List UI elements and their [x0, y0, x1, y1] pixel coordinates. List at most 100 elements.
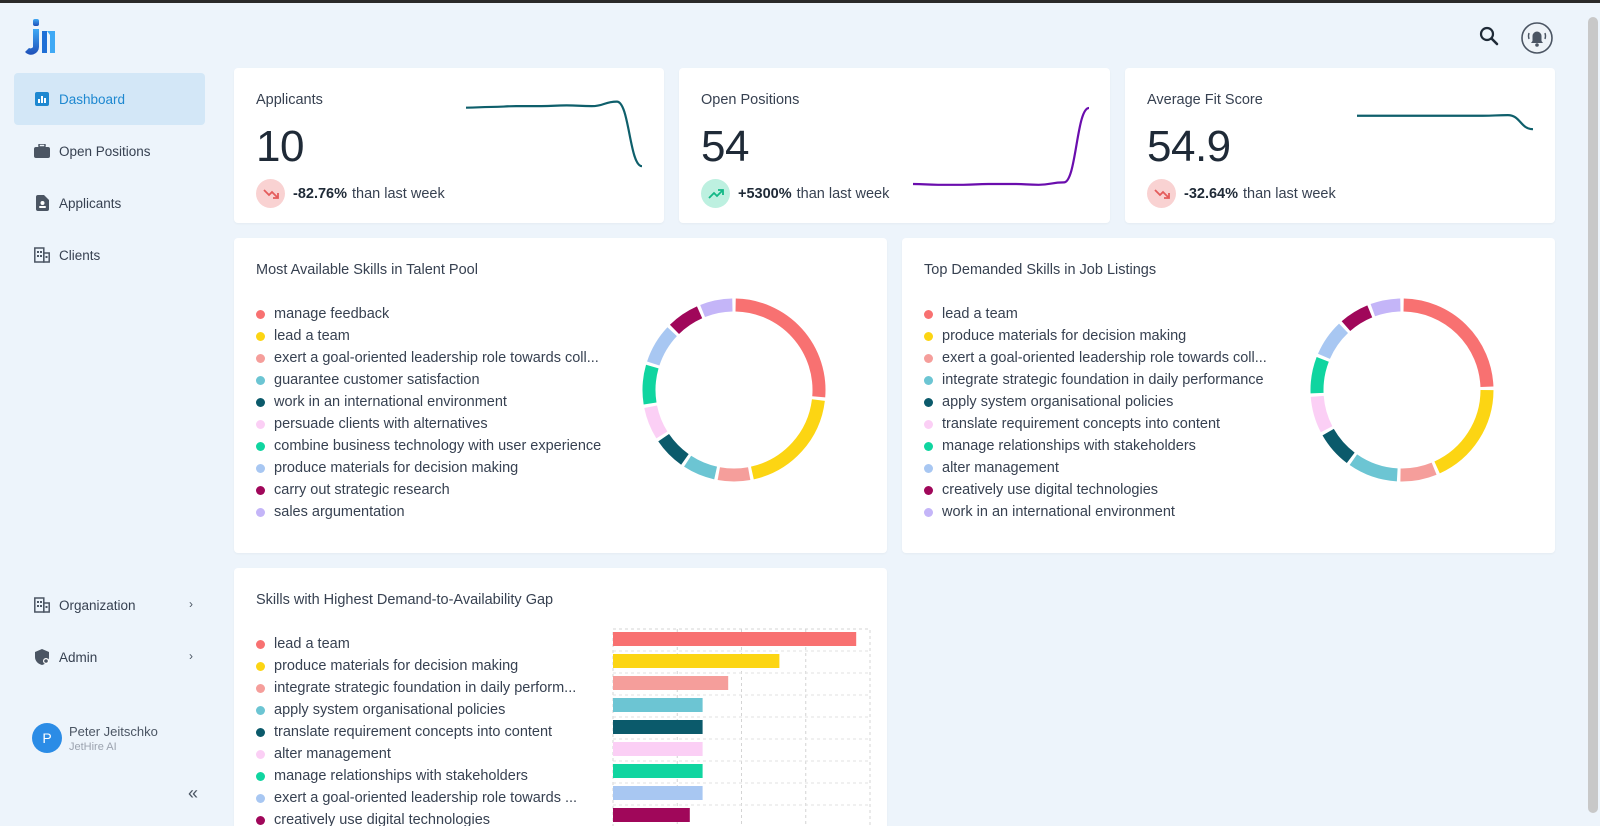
- legend-item[interactable]: exert a goal-oriented leadership role to…: [256, 787, 606, 809]
- legend-dot: [256, 749, 265, 759]
- legend-item[interactable]: produce materials for decision making: [256, 457, 626, 479]
- legend-item[interactable]: persuade clients with alternatives: [256, 413, 626, 435]
- legend-dot: [924, 397, 933, 407]
- donut-slice[interactable]: [1400, 462, 1437, 482]
- bell-icon[interactable]: [1520, 21, 1554, 55]
- sidebar-item-clients[interactable]: Clients: [14, 229, 205, 281]
- legend-item[interactable]: guarantee customer satisfaction: [256, 369, 626, 391]
- legend-label: combine business technology with user ex…: [274, 438, 602, 454]
- donut-slice[interactable]: [658, 433, 689, 465]
- legend-label: manage relationships with stakeholders: [274, 768, 528, 784]
- legend-label: lead a team: [274, 328, 350, 344]
- donut-slice[interactable]: [1317, 323, 1349, 360]
- donut-slice[interactable]: [642, 364, 659, 405]
- gap-bar[interactable]: [613, 698, 703, 712]
- legend-item[interactable]: apply system organisational policies: [256, 699, 606, 721]
- legend-label: apply system organisational policies: [942, 394, 1174, 410]
- donut-slice[interactable]: [750, 399, 825, 480]
- gap-bar[interactable]: [613, 632, 857, 646]
- user-org: JetHire AI: [69, 740, 117, 753]
- secondary-nav: Organization › Admin ›: [14, 579, 205, 683]
- donut-slice[interactable]: [647, 327, 678, 366]
- double-chevron-left-icon[interactable]: «: [188, 783, 199, 803]
- legend-item[interactable]: alter management: [256, 743, 606, 765]
- donut-slice[interactable]: [1310, 395, 1333, 433]
- legend-item[interactable]: translate requirement concepts into cont…: [924, 413, 1294, 435]
- gap-bar[interactable]: [613, 720, 703, 734]
- donut-slice[interactable]: [684, 455, 718, 480]
- user-profile[interactable]: P Peter Jeitschko JetHire AI: [32, 723, 158, 753]
- donut-slice[interactable]: [1322, 428, 1355, 463]
- sidebar-item-dashboard[interactable]: Dashboard: [14, 73, 205, 125]
- legend-dot: [256, 683, 265, 693]
- sidebar-item-admin[interactable]: Admin ›: [14, 631, 205, 683]
- legend-item[interactable]: translate requirement concepts into cont…: [256, 721, 606, 743]
- legend-item[interactable]: combine business technology with user ex…: [256, 435, 626, 457]
- legend-label: alter management: [942, 460, 1059, 476]
- legend-dot: [256, 793, 265, 803]
- legend-label: apply system organisational policies: [274, 702, 506, 718]
- gap-bar-chart: [612, 628, 871, 826]
- gap-bar[interactable]: [613, 764, 703, 778]
- legend-dot: [256, 463, 265, 473]
- legend-label: manage feedback: [274, 306, 390, 322]
- legend-item[interactable]: work in an international environment: [924, 501, 1294, 523]
- kpi-title: Open Positions: [701, 92, 800, 108]
- donut-slice[interactable]: [644, 405, 668, 439]
- legend-item[interactable]: lead a team: [924, 303, 1294, 325]
- search-icon[interactable]: [1478, 25, 1500, 47]
- legend-label: alter management: [274, 746, 391, 762]
- legend-item[interactable]: manage relationships with stakeholders: [256, 765, 606, 787]
- legend-item[interactable]: work in an international environment: [256, 391, 626, 413]
- legend-item[interactable]: carry out strategic research: [256, 479, 626, 501]
- donut-slice[interactable]: [1403, 298, 1494, 388]
- legend-item[interactable]: integrate strategic foundation in daily …: [924, 369, 1294, 391]
- sidebar-item-applicants[interactable]: Applicants: [14, 177, 205, 229]
- gap-bar[interactable]: [613, 676, 729, 690]
- legend-dot: [256, 419, 265, 429]
- jethire-logo-icon[interactable]: [22, 17, 58, 57]
- donut-slice[interactable]: [700, 298, 733, 318]
- donut-slice[interactable]: [1349, 454, 1398, 482]
- kpi-value: 54: [701, 122, 749, 171]
- legend-item[interactable]: produce materials for decision making: [256, 655, 606, 677]
- trend-text: than last week: [352, 185, 445, 202]
- legend-item[interactable]: manage feedback: [256, 303, 626, 325]
- gap-bar[interactable]: [613, 786, 703, 800]
- legend-item[interactable]: integrate strategic foundation in daily …: [256, 677, 606, 699]
- job-listings-donut-chart: [1310, 298, 1494, 482]
- legend-item[interactable]: lead a team: [256, 325, 626, 347]
- legend-dot: [256, 485, 265, 495]
- legend-item[interactable]: creatively use digital technologies: [256, 809, 606, 826]
- page-scrollbar[interactable]: [1588, 17, 1598, 813]
- legend-item[interactable]: alter management: [924, 457, 1294, 479]
- gap-bar[interactable]: [613, 808, 690, 822]
- sidebar-item-open-positions[interactable]: Open Positions: [14, 125, 205, 177]
- donut-slice[interactable]: [1434, 389, 1494, 474]
- sidebar-item-organization[interactable]: Organization ›: [14, 579, 205, 631]
- legend-item[interactable]: produce materials for decision making: [924, 325, 1294, 347]
- legend-label: carry out strategic research: [274, 482, 450, 498]
- card-title: Skills with Highest Demand-to-Availabili…: [256, 592, 554, 608]
- donut-slice[interactable]: [1341, 305, 1373, 332]
- donut-slice[interactable]: [717, 467, 751, 482]
- legend-label: work in an international environment: [274, 394, 507, 410]
- bar-chart-icon: [34, 91, 50, 107]
- gap-chart-card: Skills with Highest Demand-to-Availabili…: [234, 568, 887, 826]
- donut-slice[interactable]: [1310, 357, 1329, 394]
- kpi-value: 10: [256, 122, 304, 171]
- donut-slice[interactable]: [669, 306, 703, 335]
- donut-slice[interactable]: [735, 298, 826, 398]
- legend-item[interactable]: lead a team: [256, 633, 606, 655]
- legend-dot: [924, 507, 933, 517]
- gap-bar[interactable]: [613, 654, 780, 668]
- legend-item[interactable]: exert a goal-oriented leadership role to…: [256, 347, 626, 369]
- legend-item[interactable]: apply system organisational policies: [924, 391, 1294, 413]
- legend-item[interactable]: creatively use digital technologies: [924, 479, 1294, 501]
- gap-bar[interactable]: [613, 742, 703, 756]
- donut-slice[interactable]: [1370, 298, 1401, 317]
- legend-item[interactable]: manage relationships with stakeholders: [924, 435, 1294, 457]
- legend-item[interactable]: sales argumentation: [256, 501, 626, 523]
- legend-item[interactable]: exert a goal-oriented leadership role to…: [924, 347, 1294, 369]
- legend-dot: [256, 375, 265, 385]
